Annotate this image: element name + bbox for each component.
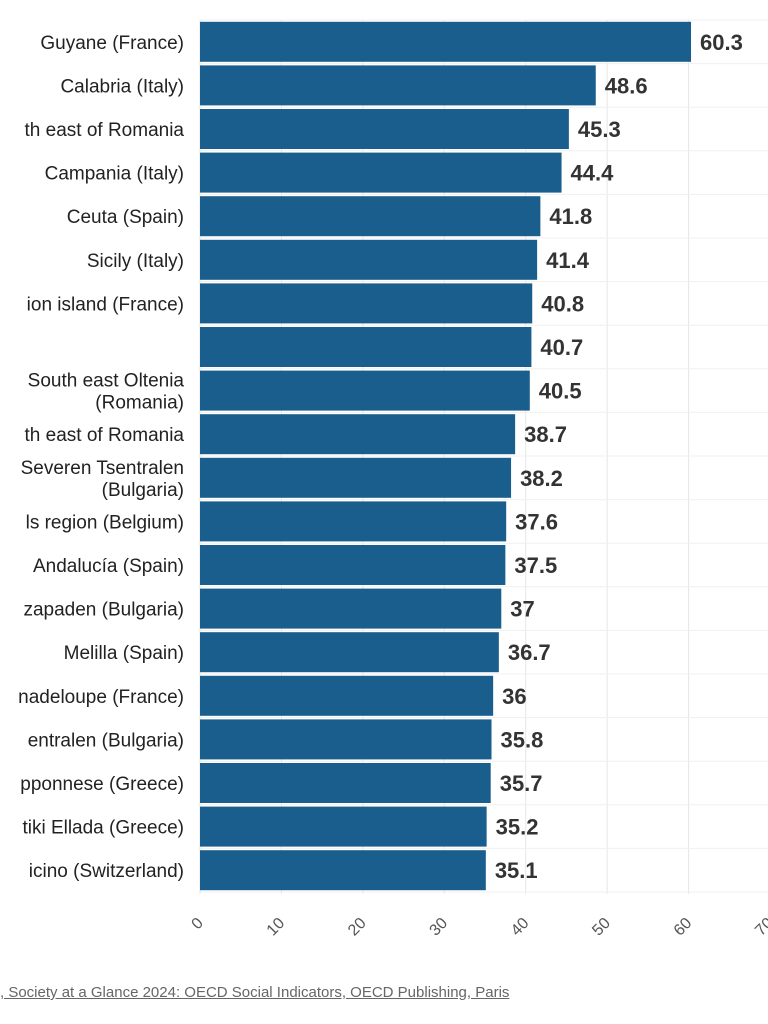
value-label-4: 44.4 — [571, 161, 615, 186]
bar-chart: 60.3 48.6 45.3 44.4 41.8 41.4 40.8 40.7 40.5 38.7… — [18, 19, 768, 940]
value-label-20: 35.1 — [495, 858, 538, 883]
value-labels: 60.3 48.6 45.3 44.4 41.8 41.4 40.8 40.7 40.5 38.7… — [495, 30, 743, 883]
category-label-line: (Romania) — [95, 393, 184, 414]
category-label-9: South east Oltenia (Romania) — [28, 371, 185, 414]
category-label-3: th east of Romania — [25, 120, 185, 141]
value-label-19: 35.2 — [496, 815, 539, 840]
category-label-line: Severen Tsentralen — [21, 458, 184, 479]
category-label-line: (Bulgaria) — [102, 480, 184, 501]
x-tick-label-10: 10 — [264, 915, 289, 940]
bar-3[interactable] — [200, 109, 569, 149]
category-labels: Guyane (France) Calabria (Italy) th east o… — [18, 33, 184, 882]
category-label-14: zapaden (Bulgaria) — [23, 600, 184, 621]
bar-7[interactable] — [200, 283, 533, 324]
bar-8[interactable] — [200, 327, 532, 367]
gridlines — [199, 19, 768, 894]
category-label-line: South east Oltenia — [28, 371, 185, 392]
bars — [200, 21, 692, 891]
x-tick-label-60: 60 — [671, 915, 696, 940]
value-label-8: 40.7 — [540, 335, 583, 360]
category-label-11: Severen Tsentralen (Bulgaria) — [21, 458, 184, 501]
bar-2[interactable] — [200, 65, 596, 106]
value-label-6: 41.4 — [546, 248, 590, 273]
bar-10[interactable] — [200, 414, 516, 455]
x-tick-label-50: 50 — [589, 915, 614, 940]
category-label-10: th east of Romania — [25, 425, 185, 446]
category-label-17: entralen (Bulgaria) — [28, 730, 184, 751]
value-label-14: 37 — [510, 597, 534, 622]
bar-5[interactable] — [200, 196, 541, 237]
bar-20[interactable] — [200, 850, 486, 891]
value-label-5: 41.8 — [549, 204, 592, 229]
x-tick-label-40: 40 — [508, 915, 533, 940]
bar-11[interactable] — [200, 457, 512, 498]
category-label-13: Andalucía (Spain) — [33, 556, 184, 577]
category-label-18: pponnese (Greece) — [20, 774, 184, 795]
value-label-9: 40.5 — [539, 379, 582, 404]
bar-19[interactable] — [200, 806, 487, 847]
category-label-5: Ceuta (Spain) — [67, 207, 184, 228]
bar-6[interactable] — [200, 239, 538, 280]
bar-17[interactable] — [200, 719, 492, 760]
category-label-1: Guyane (France) — [40, 33, 184, 54]
category-label-2: Calabria (Italy) — [60, 76, 184, 97]
source-link[interactable]: , Society at a Glance 2024: OECD Social … — [0, 984, 510, 1001]
category-label-16: nadeloupe (France) — [18, 687, 184, 708]
bar-15[interactable] — [200, 632, 499, 673]
value-label-3: 45.3 — [578, 117, 621, 142]
bar-12[interactable] — [200, 501, 507, 542]
value-label-15: 36.7 — [508, 640, 551, 665]
value-label-11: 38.2 — [520, 466, 563, 491]
category-label-6: Sicily (Italy) — [87, 251, 184, 272]
category-label-12: ls region (Belgium) — [26, 512, 184, 533]
x-tick-label-0: 0 — [189, 915, 207, 933]
value-label-18: 35.7 — [500, 771, 543, 796]
category-label-7: ion island (France) — [27, 294, 184, 315]
value-label-1: 60.3 — [700, 30, 743, 55]
x-tick-label-70: 70 — [752, 915, 768, 940]
bar-14[interactable] — [200, 588, 502, 629]
bar-18[interactable] — [200, 763, 491, 803]
value-label-12: 37.6 — [515, 509, 558, 534]
value-label-17: 35.8 — [501, 727, 544, 752]
category-label-4: Campania (Italy) — [45, 164, 184, 185]
value-label-2: 48.6 — [605, 73, 648, 98]
category-label-19: tiki Ellada (Greece) — [22, 818, 184, 839]
x-tick-label-20: 20 — [345, 915, 370, 940]
bar-9[interactable] — [200, 370, 530, 411]
x-tick-label-30: 30 — [427, 915, 452, 940]
value-label-16: 36 — [502, 684, 526, 709]
category-label-20: icino (Switzerland) — [29, 861, 184, 882]
source-note: , Society at a Glance 2024: OECD Social … — [0, 984, 509, 1001]
bar-16[interactable] — [200, 675, 494, 716]
bar-13[interactable] — [200, 545, 506, 585]
bar-1[interactable] — [200, 21, 692, 62]
value-label-13: 37.5 — [514, 553, 557, 578]
value-label-7: 40.8 — [541, 291, 584, 316]
category-label-15: Melilla (Spain) — [64, 643, 184, 664]
bar-4[interactable] — [200, 152, 562, 193]
value-label-10: 38.7 — [524, 422, 567, 447]
x-axis-ticks: 0 10 20 30 40 50 60 70 — [189, 915, 768, 940]
